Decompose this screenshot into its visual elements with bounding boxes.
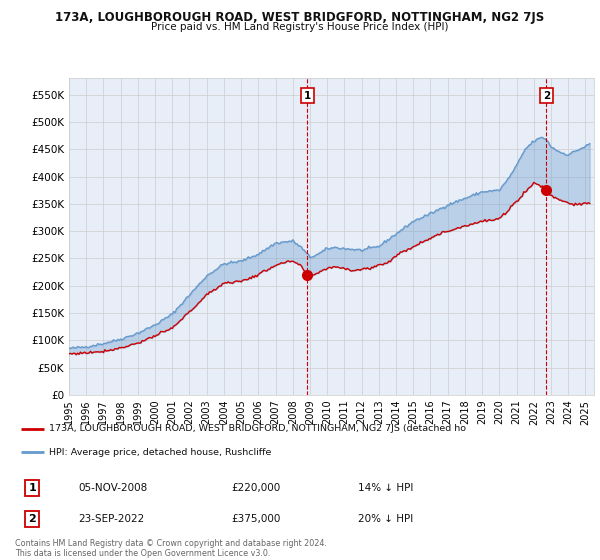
Text: Price paid vs. HM Land Registry's House Price Index (HPI): Price paid vs. HM Land Registry's House …: [151, 22, 449, 32]
Text: 1: 1: [304, 91, 311, 101]
Text: £375,000: £375,000: [231, 514, 280, 524]
Text: 1: 1: [28, 483, 36, 493]
Text: 14% ↓ HPI: 14% ↓ HPI: [358, 483, 413, 493]
Text: £220,000: £220,000: [231, 483, 280, 493]
Text: 20% ↓ HPI: 20% ↓ HPI: [358, 514, 413, 524]
Text: 173A, LOUGHBOROUGH ROAD, WEST BRIDGFORD, NOTTINGHAM, NG2 7JS: 173A, LOUGHBOROUGH ROAD, WEST BRIDGFORD,…: [55, 11, 545, 24]
Text: 23-SEP-2022: 23-SEP-2022: [78, 514, 145, 524]
Text: 2: 2: [542, 91, 550, 101]
Text: 2: 2: [28, 514, 36, 524]
Text: Contains HM Land Registry data © Crown copyright and database right 2024.
This d: Contains HM Land Registry data © Crown c…: [15, 539, 327, 558]
Text: HPI: Average price, detached house, Rushcliffe: HPI: Average price, detached house, Rush…: [49, 447, 272, 457]
Text: 05-NOV-2008: 05-NOV-2008: [78, 483, 148, 493]
Text: 173A, LOUGHBOROUGH ROAD, WEST BRIDGFORD, NOTTINGHAM, NG2 7JS (detached ho: 173A, LOUGHBOROUGH ROAD, WEST BRIDGFORD,…: [49, 424, 466, 433]
